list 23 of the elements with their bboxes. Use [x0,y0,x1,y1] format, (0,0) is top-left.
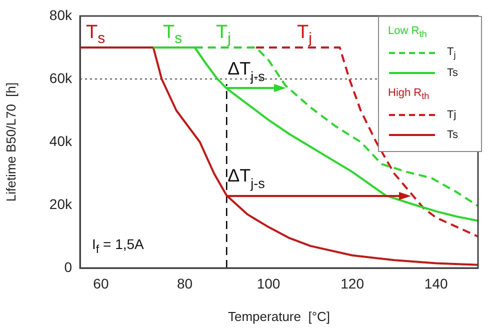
y-tick-label: 40k [49,132,73,149]
legend-label: Ts [447,129,458,142]
x-tick-label: 140 [424,275,448,292]
y-tick-label: 60k [49,70,73,86]
annotation: I$_{f}$ = 1,5A [92,236,144,256]
y-tick-label: 80k [49,6,73,23]
annotation: Low R$_{th}$ [387,24,428,42]
legend-label: T$_{j}$ [447,46,456,60]
y-tick-label: 20k [49,196,73,212]
y-axis-title: Lifetime B50/L70 [h] [3,82,18,202]
annotation: T$_{j}$ [297,22,312,49]
x-tick-label: 100 [256,275,280,292]
annotation: T$_{s}$ [163,22,182,49]
legend-label: Ts [447,67,458,80]
annotation: T$_{s}$ [86,22,106,49]
x-tick-label: 120 [340,275,364,292]
x-tick-label: 60 [93,275,109,292]
y-tick-label: 0 [64,258,72,275]
annotation: High R$_{th}$ [387,86,430,104]
x-tick-label: 80 [176,275,193,292]
legend-label: Tj [447,109,456,122]
x-axis-title: Temperature [°C] [228,308,330,324]
annotation: T$_{j}$ [216,22,231,49]
